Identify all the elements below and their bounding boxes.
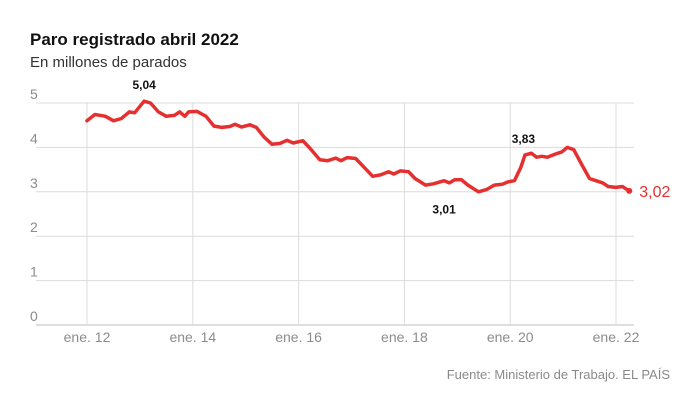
x-tick-label: ene. 18 (381, 329, 428, 345)
y-tick-label: 3 (30, 175, 38, 191)
y-tick-label: 0 (30, 308, 38, 324)
y-tick-label: 2 (30, 219, 38, 235)
data-label: 5,04 (132, 78, 156, 92)
data-label: 3,83 (512, 132, 536, 146)
x-tick-label: ene. 20 (487, 329, 534, 345)
last-point-marker (626, 187, 633, 194)
chart-subtitle: En millones de parados (30, 54, 187, 71)
vertical-gridlines (86, 103, 617, 325)
y-tick-label: 4 (30, 130, 38, 146)
annotations: 5,04 3,01 3,83 3,02 (132, 78, 670, 216)
y-tick-label: 5 (30, 86, 38, 102)
data-label: 3,01 (432, 202, 456, 216)
x-tick-label: ene. 16 (275, 329, 322, 345)
x-tick-label: ene. 14 (169, 329, 216, 345)
x-tick-label: ene. 12 (64, 329, 111, 345)
series-line (85, 99, 631, 194)
source-note: Fuente: Ministerio de Trabajo. EL PAÍS (446, 367, 670, 382)
chart-title: Paro registrado abril 2022 (30, 30, 239, 49)
y-axis-tick-labels: 0 1 2 3 4 5 (30, 86, 38, 324)
data-label: 3,02 (639, 184, 670, 201)
horizontal-gridlines (36, 102, 634, 326)
y-tick-label: 1 (30, 264, 38, 280)
x-axis-tick-labels: ene. 12 ene. 14 ene. 16 ene. 18 ene. 20 ene. … (64, 329, 640, 345)
x-tick-label: ene. 22 (593, 329, 640, 345)
